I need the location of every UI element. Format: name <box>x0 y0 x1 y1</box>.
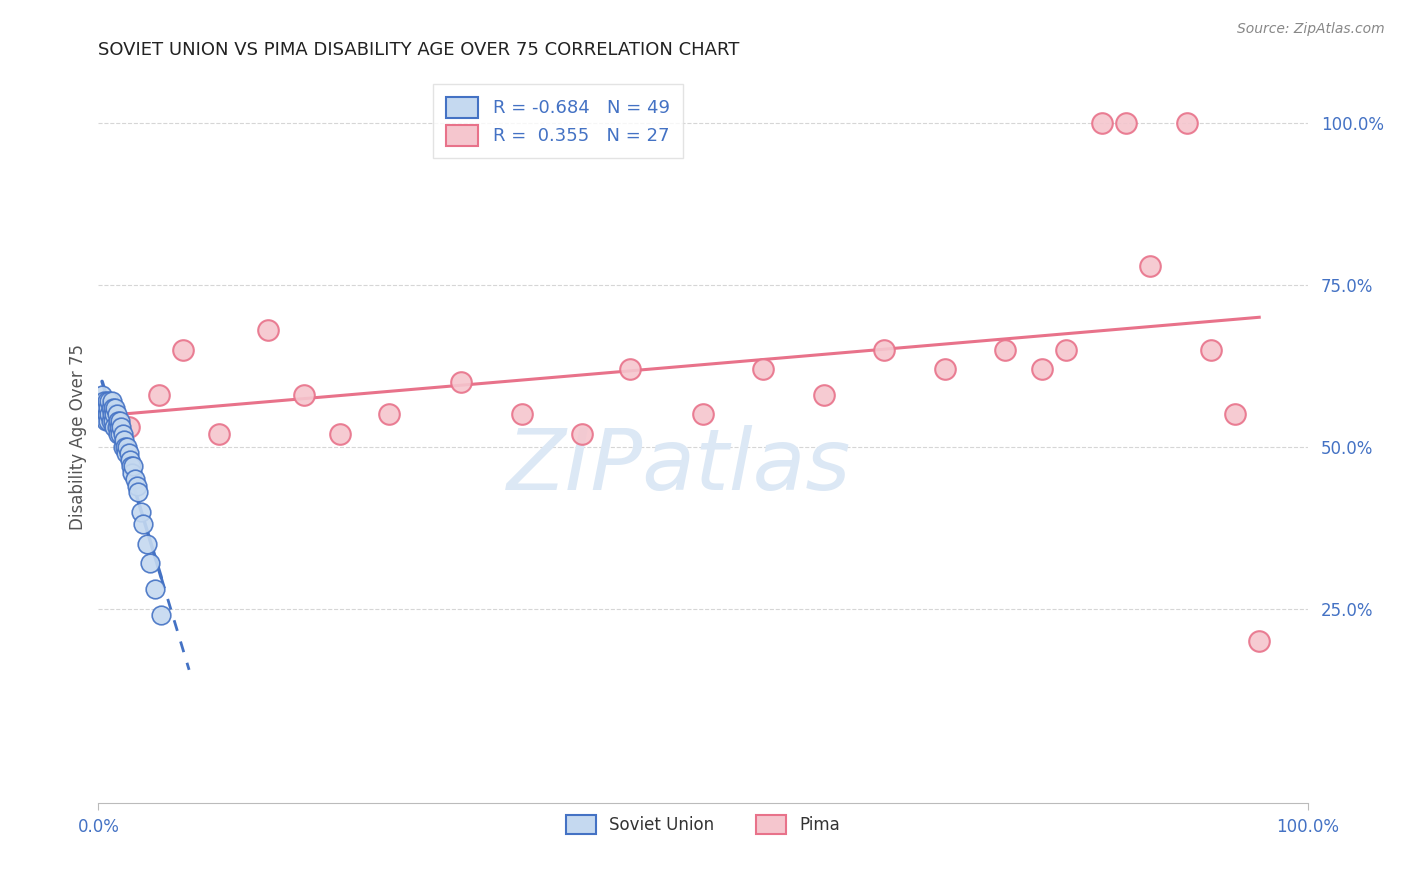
Point <box>172 343 194 357</box>
Point <box>619 362 641 376</box>
Point <box>122 459 145 474</box>
Point <box>107 426 129 441</box>
Point <box>103 420 125 434</box>
Point <box>994 343 1017 357</box>
Point <box>450 375 472 389</box>
Point <box>208 426 231 441</box>
Point <box>111 440 134 454</box>
Point <box>100 414 122 428</box>
Point <box>96 408 118 422</box>
Point <box>813 388 835 402</box>
Point <box>148 388 170 402</box>
Point <box>571 426 593 441</box>
Point <box>103 408 125 422</box>
Point <box>118 446 141 460</box>
Point <box>129 504 152 518</box>
Point <box>100 408 122 422</box>
Point <box>117 440 139 454</box>
Point <box>96 394 118 409</box>
Point <box>93 408 115 422</box>
Point <box>115 446 138 460</box>
Point <box>124 472 146 486</box>
Point <box>752 362 775 376</box>
Point <box>98 408 121 422</box>
Point <box>101 414 124 428</box>
Point <box>256 323 278 337</box>
Point <box>143 582 166 597</box>
Point <box>135 537 157 551</box>
Point <box>94 401 117 415</box>
Point <box>1054 343 1077 357</box>
Point <box>1223 408 1246 422</box>
Point <box>1199 343 1222 357</box>
Point <box>1139 259 1161 273</box>
Point <box>108 426 131 441</box>
Point <box>121 466 143 480</box>
Point <box>1115 116 1137 130</box>
Point <box>1249 634 1271 648</box>
Point <box>118 452 141 467</box>
Y-axis label: Disability Age Over 75: Disability Age Over 75 <box>69 344 87 530</box>
Point <box>94 414 117 428</box>
Point <box>329 426 352 441</box>
Point <box>1031 362 1053 376</box>
Point <box>132 517 155 532</box>
Legend: Soviet Union, Pima: Soviet Union, Pima <box>554 803 852 846</box>
Point <box>873 343 896 357</box>
Point <box>139 557 162 571</box>
Point <box>100 401 122 415</box>
Point <box>91 388 114 402</box>
Point <box>111 426 134 441</box>
Point <box>377 408 399 422</box>
Point <box>1175 116 1198 130</box>
Point <box>112 434 135 448</box>
Point <box>97 414 120 428</box>
Point <box>108 414 131 428</box>
Text: ZIPatlas: ZIPatlas <box>506 425 851 508</box>
Text: SOVIET UNION VS PIMA DISABILITY AGE OVER 75 CORRELATION CHART: SOVIET UNION VS PIMA DISABILITY AGE OVER… <box>98 41 740 59</box>
Point <box>150 608 173 623</box>
Point <box>93 394 115 409</box>
Point <box>97 401 120 415</box>
Point <box>510 408 533 422</box>
Point <box>292 388 315 402</box>
Point <box>105 420 128 434</box>
Point <box>120 459 142 474</box>
Point <box>101 401 124 415</box>
Point <box>91 401 114 415</box>
Point <box>127 485 149 500</box>
Point <box>100 394 122 409</box>
Point <box>104 401 127 415</box>
Point <box>110 420 132 434</box>
Point <box>108 420 131 434</box>
Point <box>1091 116 1114 130</box>
Point <box>118 420 141 434</box>
Point <box>114 440 136 454</box>
Point <box>105 408 128 422</box>
Point <box>934 362 956 376</box>
Point <box>127 478 149 492</box>
Text: Source: ZipAtlas.com: Source: ZipAtlas.com <box>1237 22 1385 37</box>
Point <box>98 394 121 409</box>
Point <box>692 408 714 422</box>
Point <box>107 414 129 428</box>
